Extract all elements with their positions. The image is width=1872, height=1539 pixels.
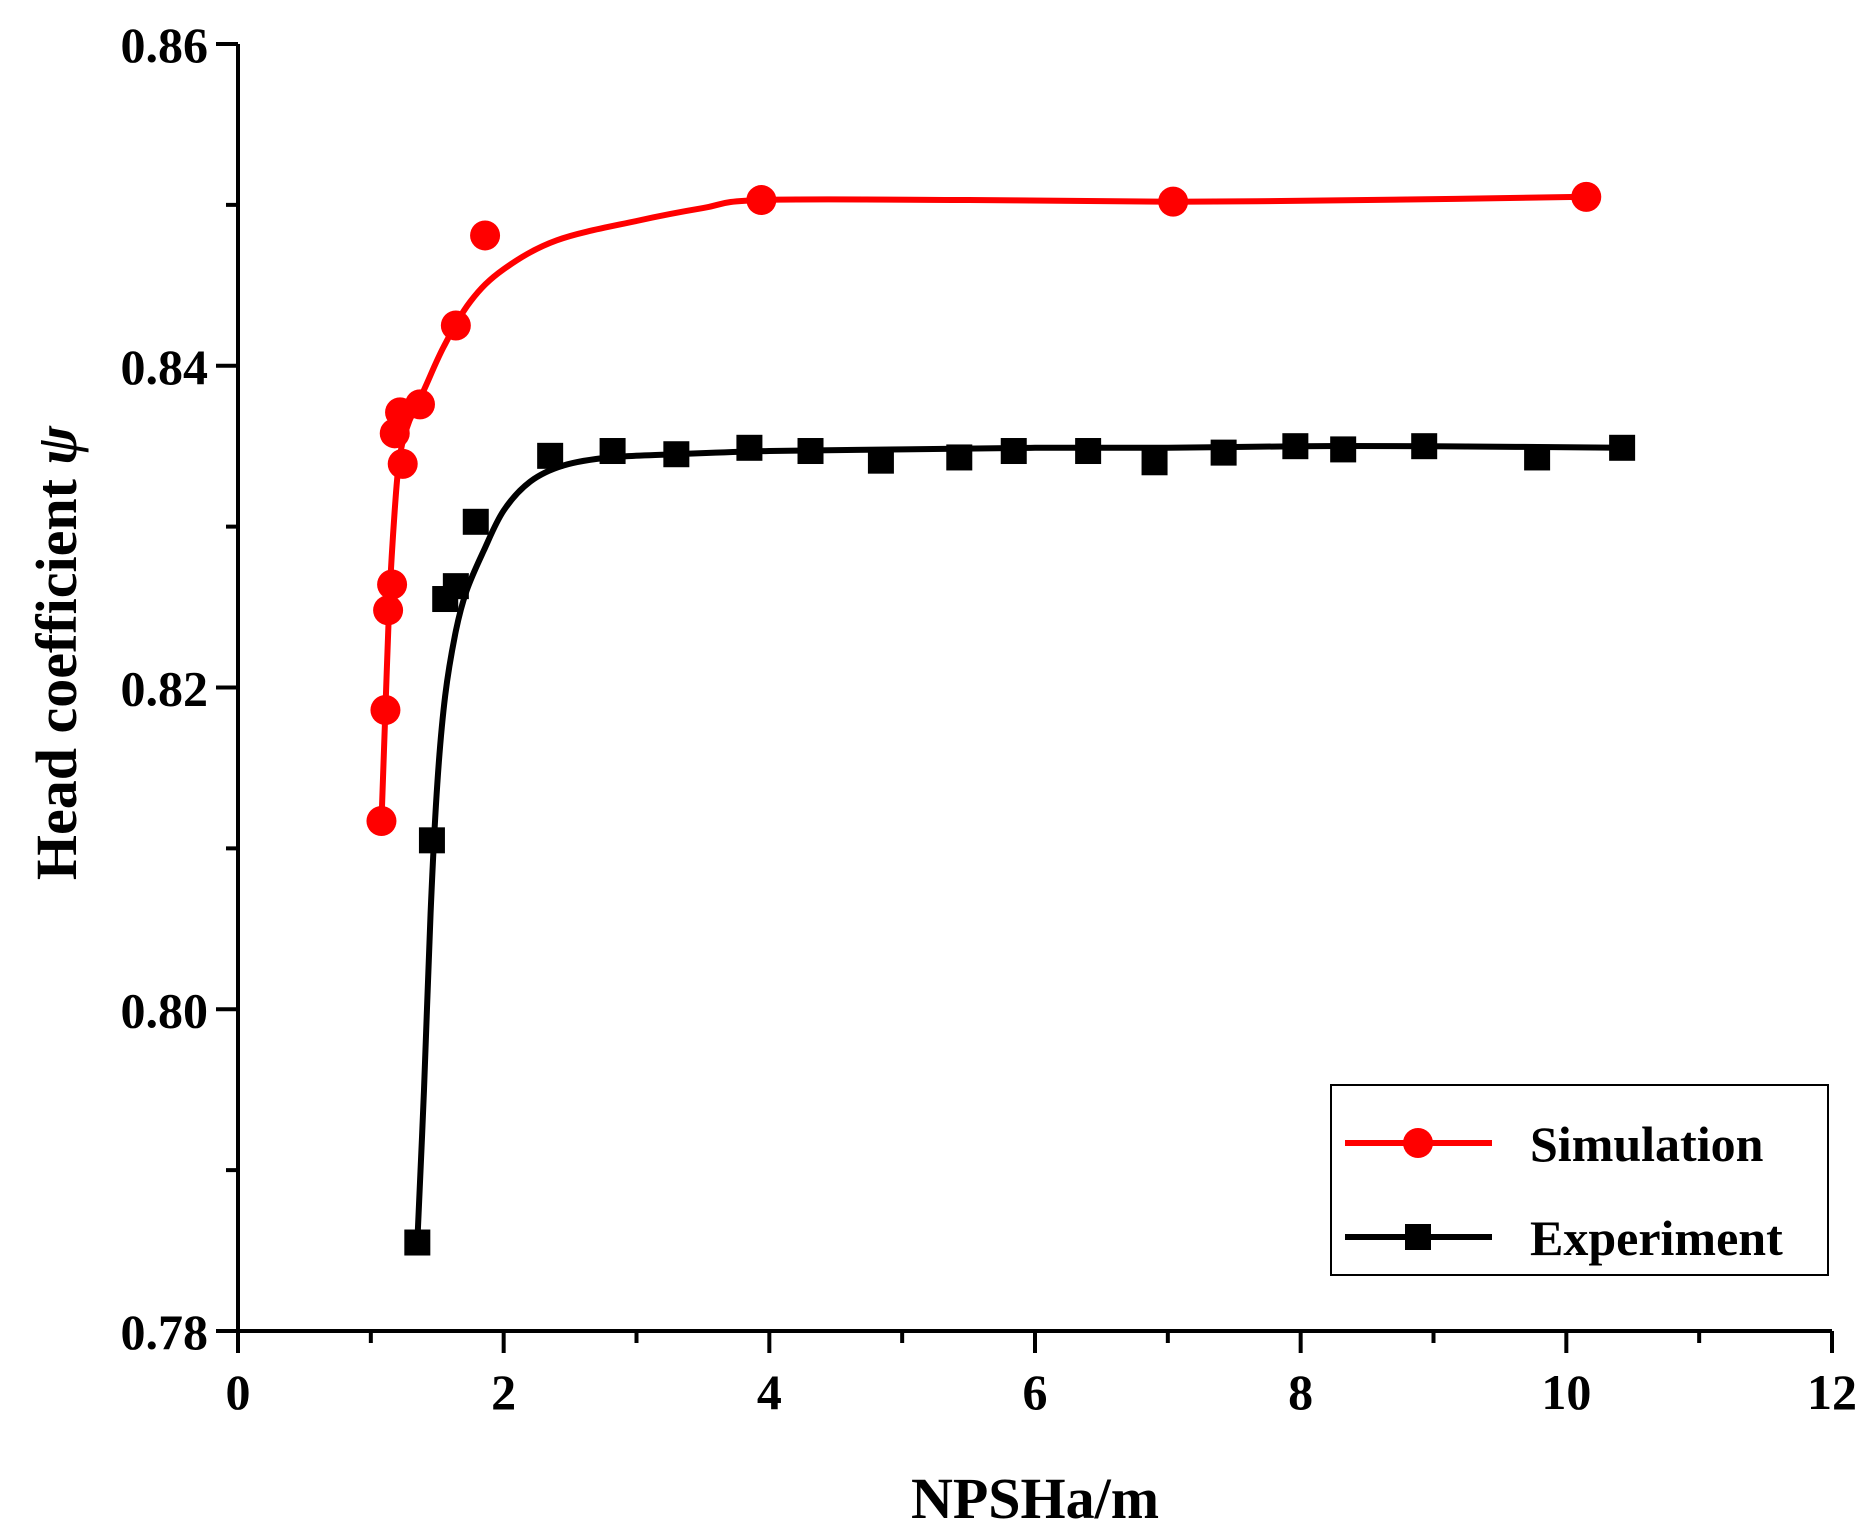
experiment-point — [599, 438, 626, 465]
experiment-point — [1282, 433, 1309, 460]
y-axis-title-symbol: ψ — [24, 425, 89, 465]
y-tick-label: 0.82 — [121, 661, 209, 717]
experiment-point — [537, 442, 564, 469]
y-axis-title: Head coefficient ψ — [24, 425, 89, 881]
x-tick-label: 4 — [757, 1364, 782, 1420]
experiment-point — [946, 444, 973, 471]
experiment-point — [797, 438, 824, 465]
y-axis-title-text: Head coefficient — [24, 465, 89, 881]
axes: 0 2 4 6 8 10 12 0.78 0.80 0.82 0.84 0.86 — [121, 17, 1858, 1420]
experiment-point — [1141, 449, 1168, 476]
simulation-point — [404, 389, 435, 420]
experiment-point — [1330, 436, 1357, 463]
experiment-point — [1000, 438, 1027, 465]
series-markers — [366, 181, 1636, 1256]
legend: Simulation Experiment — [1330, 1084, 1829, 1276]
experiment-point — [736, 434, 763, 461]
x-tick-label: 0 — [226, 1364, 251, 1420]
x-axis-title: NPSHa/m — [911, 1466, 1159, 1531]
simulation-point — [1158, 186, 1189, 217]
experiment-point — [442, 573, 469, 600]
experiment-point — [1524, 444, 1551, 471]
x-tick-label: 2 — [491, 1364, 516, 1420]
experiment-point — [418, 827, 445, 854]
simulation-point — [746, 185, 777, 216]
experiment-point — [1210, 439, 1237, 466]
x-tick-label: 12 — [1807, 1364, 1857, 1420]
y-tick-label: 0.84 — [121, 339, 209, 395]
experiment-point — [404, 1229, 431, 1256]
legend-items: Simulation Experiment — [1345, 1116, 1783, 1266]
experiment-point — [663, 441, 690, 468]
simulation-point — [1571, 181, 1602, 212]
experiment-point — [1075, 438, 1102, 465]
experiment-point — [462, 508, 489, 535]
legend-simulation-marker — [1403, 1128, 1433, 1158]
legend-simulation-label: Simulation — [1530, 1116, 1764, 1172]
simulation-point — [373, 595, 404, 626]
x-tick-label: 8 — [1288, 1364, 1313, 1420]
experiment-curve — [414, 442, 1626, 1246]
simulation-point — [366, 806, 397, 837]
y-tick-label: 0.78 — [121, 1304, 209, 1360]
simulation-point — [370, 695, 401, 726]
y-tick-label: 0.80 — [121, 982, 209, 1038]
y-tick-label: 0.86 — [121, 17, 209, 73]
plot-area — [366, 181, 1636, 1256]
experiment-point — [1411, 433, 1438, 460]
simulation-point — [440, 310, 471, 341]
simulation-point — [470, 220, 501, 251]
y-ticks: 0.78 0.80 0.82 0.84 0.86 — [121, 17, 238, 1360]
legend-experiment-marker — [1405, 1224, 1431, 1250]
x-ticks: 0 2 4 6 8 10 12 — [226, 1331, 1857, 1420]
x-tick-label: 10 — [1541, 1364, 1591, 1420]
experiment-point — [1609, 434, 1636, 461]
simulation-point — [387, 448, 418, 479]
experiment-point — [867, 447, 894, 474]
simulation-point — [377, 569, 408, 600]
x-tick-label: 6 — [1023, 1364, 1048, 1420]
simulation-curve — [378, 193, 1590, 824]
legend-experiment-label: Experiment — [1530, 1210, 1783, 1266]
